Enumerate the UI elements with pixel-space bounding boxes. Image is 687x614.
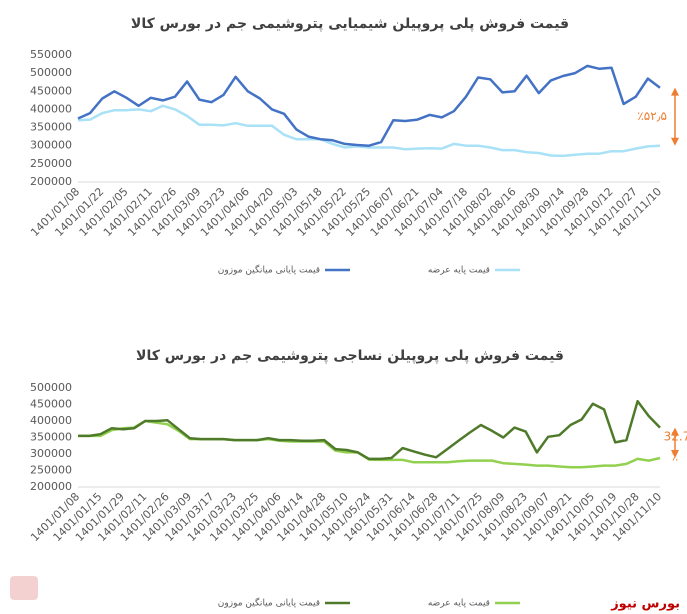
y-tick-label: 250000	[30, 464, 72, 477]
annotation: ٪۵۲٫۵	[637, 109, 667, 123]
y-tick-label: 350000	[30, 121, 72, 134]
y-tick-label: 350000	[30, 431, 72, 444]
legend-label: قیمت پایه عرضه	[428, 599, 490, 609]
legend-label: قیمت پایه عرضه	[428, 266, 490, 276]
arrow-head	[671, 427, 679, 436]
y-tick-label: 300000	[30, 139, 72, 152]
series-line	[77, 64, 661, 147]
y-tick-label: 250000	[30, 157, 72, 170]
series-line	[78, 399, 661, 461]
legend-label: قیمت پایانی میانگین موزون	[218, 264, 320, 276]
y-tick-label: 550000	[30, 48, 72, 61]
source-logo: بورس نیوز	[610, 597, 680, 612]
arrow-head	[671, 137, 679, 146]
chart-title: قیمت فروش پلی پروپیلن نساجی پتروشیمی جم …	[136, 348, 564, 364]
y-tick-label: 200000	[30, 480, 72, 493]
series-line	[78, 419, 661, 469]
annotation-unit: ٪	[672, 449, 678, 463]
y-tick-label: 400000	[30, 414, 72, 427]
y-tick-label: 400000	[30, 102, 72, 115]
annotation: 32.7	[664, 429, 687, 443]
legend-label: قیمت پایانی میانگین موزون	[218, 597, 320, 609]
series-line	[77, 104, 661, 158]
y-tick-label: 500000	[30, 381, 72, 394]
arrow-head	[671, 449, 679, 458]
y-tick-label: 500000	[30, 66, 72, 79]
chart-title: قیمت فروش پلی پروپیلن شیمیایی پتروشیمی ج…	[131, 16, 569, 32]
y-tick-label: 300000	[30, 447, 72, 460]
arrow-head	[671, 87, 679, 96]
y-tick-label: 450000	[30, 398, 72, 411]
y-tick-label: 450000	[30, 84, 72, 97]
logo-mark	[10, 576, 38, 600]
y-tick-label: 200000	[30, 175, 72, 188]
